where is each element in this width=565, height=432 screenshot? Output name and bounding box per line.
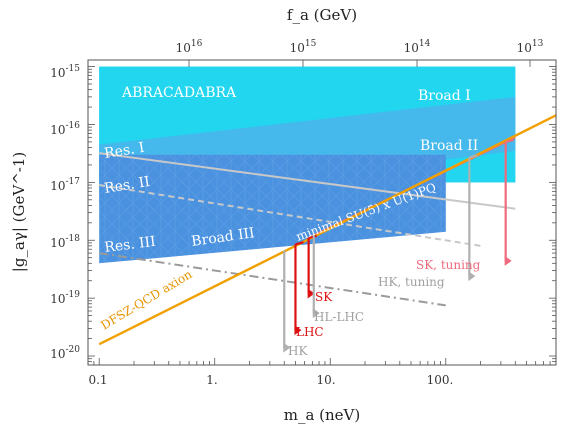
projection-lhc [294,241,304,336]
projection-sk [307,234,317,299]
label-sk-tuning: SK, tuning [416,258,481,272]
projection-sk-tuning [504,138,514,266]
label-broad-i: Broad I [418,88,471,104]
x-tick-label-2: 10. [316,373,335,387]
series-dfsz-qcd-axion [98,113,556,346]
projection-hk [283,250,291,353]
label-sk: SK [315,290,333,304]
series-res-i [99,152,516,210]
label-lhc: LHC [296,325,324,339]
series-res-iii [99,252,446,307]
x-tick-label-1: 1. [206,373,217,387]
y-tick-label-5: 10-15 [50,64,80,80]
x-tick-label-0: 0.1 [88,373,107,387]
top-tick-label-0: 1016 [176,39,203,55]
x-tick-label-3: 100. [427,373,454,387]
top-tick-label-2: 1014 [404,39,431,55]
y-tick-label-0: 10-20 [50,345,80,361]
label-broad-ii: Broad II [420,138,478,154]
label-hl-lhc: HL-LHC [314,310,364,324]
top-tick-label-1: 1015 [290,39,317,55]
y-tick-label-2: 10-18 [50,234,80,250]
y-axis-title: |g_aγ| (GeV^-1) [10,152,28,272]
region-broad-iii-hatch [99,154,446,264]
projection-hl-lhc [312,234,320,319]
series-res-ii [99,184,481,247]
top-axis-title: f_a (GeV) [287,6,357,24]
axis-ticks [87,60,557,365]
label-dfsz-qcd-axion: DFSZ-QCD axion [98,267,194,333]
y-tick-label-4: 10-16 [50,121,80,137]
projection-hk-tuning [468,154,478,282]
label-res-i: Res. I [103,140,145,162]
y-tick-label-1: 10-19 [50,290,80,306]
label-abracadabra: ABRACADABRA [121,85,237,101]
label-res-iii: Res. III [104,234,157,256]
label-hk: HK [288,344,308,358]
y-tick-label-3: 10-17 [50,177,80,193]
label-res-ii: Res. II [103,174,151,197]
top-tick-label-3: 1013 [517,39,544,55]
label-hk-tuning: HK, tuning [378,275,445,289]
x-axis-title: m_a (neV) [284,406,361,424]
